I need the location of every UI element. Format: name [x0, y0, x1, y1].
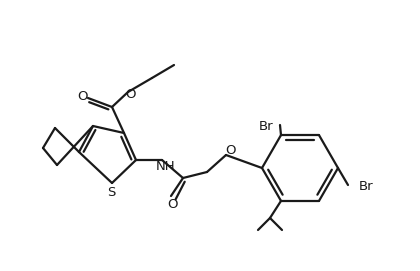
Text: O: O	[168, 198, 178, 211]
Text: Br: Br	[359, 179, 373, 192]
Text: O: O	[77, 89, 87, 102]
Text: S: S	[107, 186, 115, 198]
Text: O: O	[125, 89, 135, 102]
Text: NH: NH	[156, 160, 175, 173]
Text: Br: Br	[259, 120, 273, 133]
Text: O: O	[226, 144, 236, 157]
